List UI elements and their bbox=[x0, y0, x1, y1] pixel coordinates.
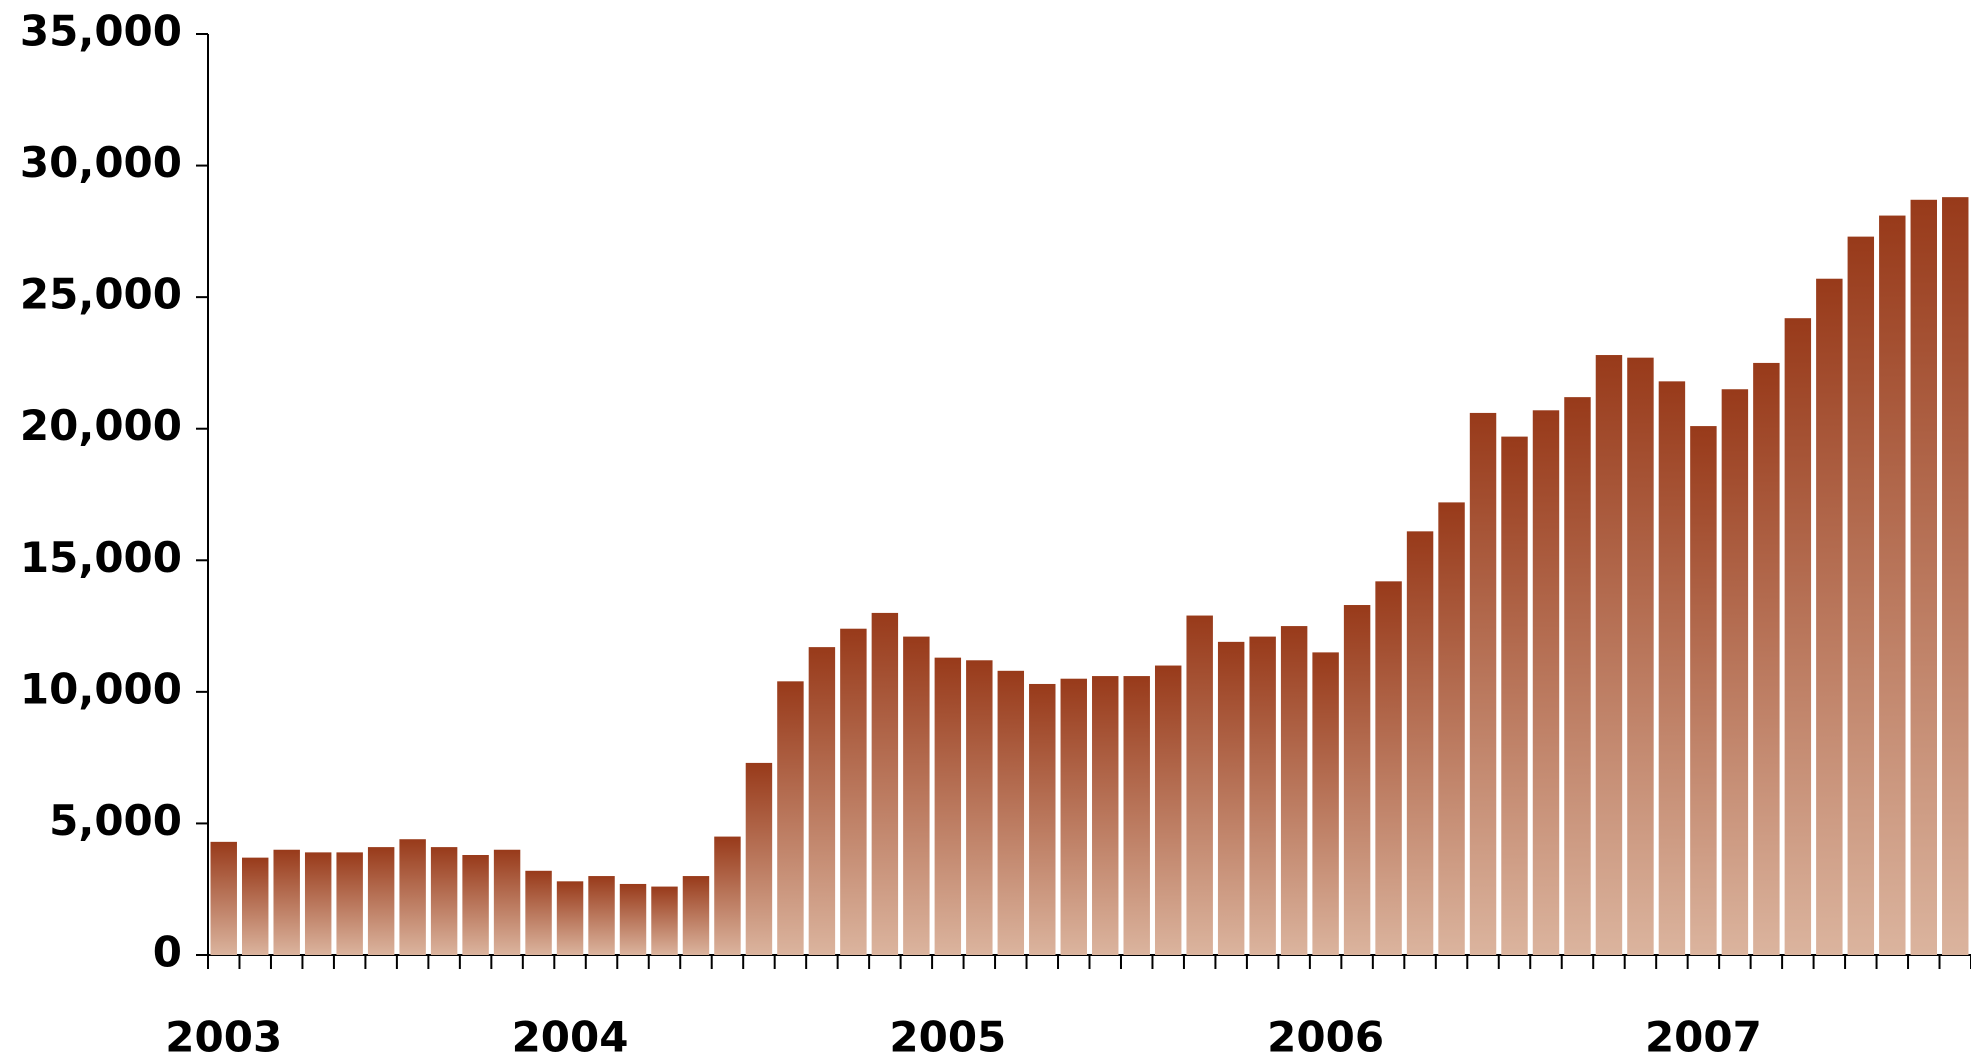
bar bbox=[745, 762, 773, 955]
bar bbox=[304, 852, 332, 955]
bar bbox=[808, 647, 836, 955]
y-tick-label: 5,000 bbox=[49, 796, 182, 845]
y-tick-label: 15,000 bbox=[20, 533, 182, 582]
bar bbox=[367, 847, 395, 955]
y-tick-label: 0 bbox=[153, 928, 182, 977]
bar bbox=[1092, 676, 1119, 955]
bar bbox=[1312, 652, 1339, 955]
bar bbox=[651, 886, 678, 955]
bar bbox=[1154, 665, 1182, 955]
y-tick-label: 10,000 bbox=[20, 664, 182, 713]
bar bbox=[997, 670, 1025, 955]
x-tick-label: 2005 bbox=[889, 1013, 1006, 1062]
bar bbox=[1532, 410, 1560, 955]
bar bbox=[1060, 678, 1087, 955]
x-tick-label: 2006 bbox=[1267, 1013, 1384, 1062]
bar bbox=[1910, 199, 1937, 955]
y-tick-label: 35,000 bbox=[20, 7, 182, 56]
bar bbox=[777, 681, 804, 955]
bar bbox=[1280, 626, 1308, 955]
x-tick-label: 2003 bbox=[165, 1013, 282, 1062]
bar bbox=[430, 847, 458, 955]
bar bbox=[1879, 215, 1906, 955]
bar bbox=[1753, 362, 1780, 955]
bar bbox=[1438, 502, 1465, 955]
bar bbox=[714, 836, 741, 955]
bar bbox=[871, 612, 899, 955]
bar bbox=[1501, 436, 1528, 955]
bar bbox=[682, 876, 710, 955]
bar bbox=[934, 657, 962, 955]
bar bbox=[1627, 357, 1654, 955]
bar bbox=[840, 628, 867, 955]
x-tick-label: 2004 bbox=[512, 1013, 629, 1062]
bar bbox=[1249, 636, 1276, 955]
bar bbox=[1942, 197, 1969, 956]
bar bbox=[1721, 389, 1749, 955]
y-tick-label: 20,000 bbox=[20, 401, 182, 450]
bar bbox=[1217, 641, 1245, 955]
bar bbox=[1847, 236, 1875, 955]
bar bbox=[619, 883, 647, 955]
bar bbox=[1343, 605, 1371, 955]
bar bbox=[1595, 355, 1623, 955]
bar bbox=[966, 660, 993, 955]
bar bbox=[588, 876, 615, 955]
x-tick-label: 2007 bbox=[1645, 1013, 1762, 1062]
bar bbox=[1784, 318, 1812, 955]
y-tick-label: 30,000 bbox=[20, 138, 182, 187]
bar bbox=[336, 852, 363, 955]
bar bbox=[1029, 683, 1056, 955]
bar bbox=[273, 849, 300, 955]
y-tick-label: 25,000 bbox=[20, 270, 182, 319]
bar bbox=[903, 636, 930, 955]
bar bbox=[1406, 531, 1434, 955]
bar bbox=[1375, 581, 1402, 955]
bar bbox=[556, 881, 584, 955]
bar bbox=[1658, 381, 1686, 955]
bar bbox=[1469, 412, 1497, 955]
bar bbox=[493, 849, 521, 955]
bar bbox=[1816, 278, 1843, 955]
bar bbox=[525, 870, 552, 955]
bar bbox=[1564, 397, 1591, 955]
bar bbox=[399, 839, 426, 955]
bar bbox=[462, 855, 489, 955]
bar bbox=[1690, 426, 1717, 955]
bar bbox=[1123, 676, 1150, 955]
bar bbox=[242, 857, 269, 955]
bar bbox=[1186, 615, 1213, 955]
bar bbox=[210, 841, 237, 955]
